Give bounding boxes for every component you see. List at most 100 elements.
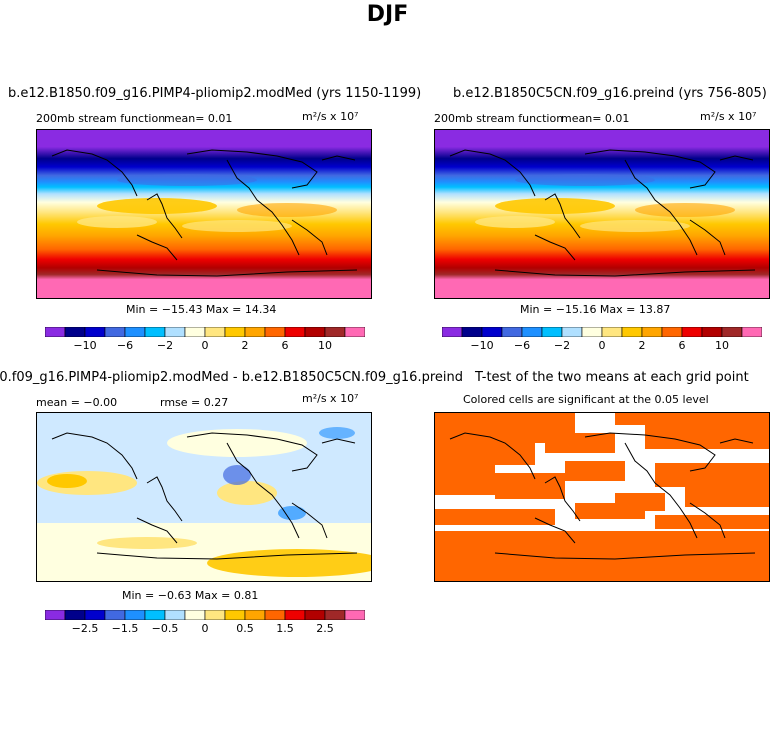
panel-3-rmse: rmse = 0.27 [160, 396, 229, 409]
colorbar-panel-1-swatch [204, 327, 226, 337]
colorbar-panel-3-swatch [204, 610, 226, 620]
significant-region [655, 463, 769, 487]
significant-region [435, 531, 769, 581]
panel-1-map [36, 129, 372, 299]
colorbar-panel-2 [442, 327, 762, 337]
colorbar-panel-1-swatch [164, 327, 186, 337]
colorbar-panel-2-swatch [601, 327, 623, 337]
panel-1-subtitle: 200mb stream function [36, 112, 166, 125]
colorbar-panel-2-swatch [701, 327, 723, 337]
colorbar-panel-2-swatch [621, 327, 643, 337]
colorbar-panel-2-tick: −10 [470, 339, 494, 352]
significant-region [615, 413, 769, 425]
colorbar-panel-1-tick: −2 [156, 339, 174, 352]
panel-2-minmax: Min = −15.16 Max = 13.87 [520, 303, 671, 316]
significant-region [685, 487, 769, 507]
colorbar-panel-1-swatch [45, 327, 66, 337]
panel-3-mean: mean = −0.00 [36, 396, 118, 409]
colorbar-panel-3-swatch [304, 610, 326, 620]
colorbar-panel-3-swatch [184, 610, 206, 620]
colorbar-panel-1-swatch [124, 327, 146, 337]
colorbar-panel-2-tick: −2 [553, 339, 571, 352]
colorbar-panel-3-swatch [284, 610, 306, 620]
panel-2-map [434, 129, 770, 299]
colorbar-panel-1-swatch [264, 327, 286, 337]
colorbar-panel-2-swatch [741, 327, 762, 337]
colorbar-panel-2-ticks: −10 −6 −2 0 2 6 10 [442, 339, 762, 353]
significant-region [435, 465, 495, 495]
colorbar-panel-3-tick: −2.5 [71, 622, 99, 635]
colorbar-panel-2-swatch [721, 327, 743, 337]
significant-region [575, 503, 645, 519]
significant-region [655, 515, 769, 529]
colorbar-panel-3-tick: 0.5 [236, 622, 254, 635]
colorbar-panel-3-tick: −0.5 [151, 622, 179, 635]
colorbar-panel-2-swatch [581, 327, 603, 337]
panel-4-map [434, 412, 770, 582]
panel-1-mean: mean= 0.01 [164, 112, 233, 125]
colorbar-panel-1-tick: 6 [281, 339, 289, 352]
colorbar-panel-1-swatch [284, 327, 306, 337]
colorbar-panel-3-tick: 2.5 [316, 622, 334, 635]
colorbar-panel-2-tick: −6 [513, 339, 531, 352]
panel-1-minmax: Min = −15.43 Max = 14.34 [126, 303, 277, 316]
colorbar-panel-1-swatch [104, 327, 126, 337]
panel-2-units: m²/s x 10⁷ [700, 110, 757, 123]
colorbar-panel-3-swatch [84, 610, 106, 620]
colorbar-panel-3-swatch [124, 610, 146, 620]
colorbar-panel-1-swatch [324, 327, 346, 337]
colorbar-panel-1-swatch [244, 327, 266, 337]
panel-3-map [36, 412, 372, 582]
colorbar-panel-3-swatch [104, 610, 126, 620]
colorbar-panel-2-swatch [661, 327, 683, 337]
colorbar-panel-1-tick: −10 [73, 339, 97, 352]
colorbar-panel-3-swatch [244, 610, 266, 620]
colorbar-panel-2-swatch [461, 327, 483, 337]
colorbar-panel-3-tick: −1.5 [111, 622, 139, 635]
colorbar-panel-2-swatch [541, 327, 563, 337]
colorbar-panel-1-tick: 2 [241, 339, 249, 352]
panel-1-units: m²/s x 10⁷ [302, 110, 359, 123]
panel-3-title-clip: b.e12.B1850.f09_g16.PIMP4-pliomip2.modMe… [0, 370, 466, 388]
colorbar-panel-1-swatch [64, 327, 86, 337]
colorbar-panel-3-swatch [264, 610, 286, 620]
colorbar-panel-3-swatch [144, 610, 166, 620]
colorbar-panel-2-tick: 0 [598, 339, 606, 352]
panel-1-title: b.e12.B1850.f09_g16.PIMP4-pliomip2.modMe… [8, 86, 422, 101]
panel-3-units: m²/s x 10⁷ [302, 392, 359, 405]
colorbar-panel-2-tick: 10 [715, 339, 729, 352]
significant-region [545, 433, 615, 453]
colorbar-panel-1-ticks: −10 −6 −2 0 2 6 10 [45, 339, 365, 353]
significant-region [645, 425, 769, 449]
colorbar-panel-1-swatch [144, 327, 166, 337]
panel-4-title: T-test of the two means at each grid poi… [475, 370, 749, 385]
colorbar-panel-1-tick: −6 [116, 339, 134, 352]
colorbar-panel-1-tick: 0 [201, 339, 209, 352]
colorbar-panel-3-ticks: −2.5 −1.5 −0.5 0 0.5 1.5 2.5 [45, 622, 365, 636]
panel-3-title: b.e12.B1850.f09_g16.PIMP4-pliomip2.modMe… [0, 370, 463, 385]
colorbar-panel-1-swatch [224, 327, 246, 337]
panel-2-subtitle: 200mb stream function [434, 112, 564, 125]
panel-4-subtitle: Colored cells are significant at the 0.0… [463, 393, 709, 406]
colorbar-panel-2-swatch [442, 327, 463, 337]
significant-region [435, 443, 535, 465]
colorbar-panel-2-swatch [641, 327, 663, 337]
colorbar-panel-1-swatch [344, 327, 365, 337]
colorbar-panel-1 [45, 327, 365, 337]
significant-region [495, 473, 565, 499]
colorbar-panel-2-swatch [681, 327, 703, 337]
colorbar-panel-2-tick: 6 [678, 339, 686, 352]
colorbar-panel-3-swatch [45, 610, 66, 620]
colorbar-panel-3-tick: 1.5 [276, 622, 294, 635]
colorbar-panel-3-tick: 0 [201, 622, 209, 635]
panel-3-minmax: Min = −0.63 Max = 0.81 [122, 589, 259, 602]
colorbar-panel-1-swatch [184, 327, 206, 337]
colorbar-panel-2-swatch [521, 327, 543, 337]
colorbar-panel-1-swatch [84, 327, 106, 337]
panel-2-mean: mean= 0.01 [561, 112, 630, 125]
colorbar-panel-1-tick: 10 [318, 339, 332, 352]
colorbar-panel-3-swatch [64, 610, 86, 620]
significant-region [565, 461, 625, 481]
colorbar-panel-2-tick: 2 [638, 339, 646, 352]
colorbar-panel-3 [45, 610, 365, 620]
